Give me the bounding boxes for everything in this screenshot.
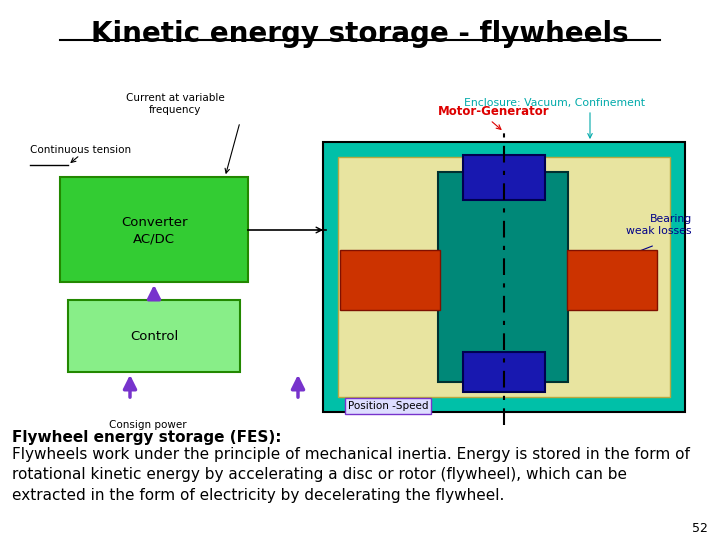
Text: Motor-Generator: Motor-Generator xyxy=(438,105,549,118)
Bar xyxy=(340,250,440,310)
Text: Continuous tension: Continuous tension xyxy=(30,145,131,155)
Bar xyxy=(323,142,685,412)
Text: Bearing
weak losses: Bearing weak losses xyxy=(626,214,692,236)
Text: Consign power: Consign power xyxy=(109,420,186,430)
Text: Control: Control xyxy=(130,329,178,342)
Bar xyxy=(438,172,568,382)
Bar xyxy=(60,177,248,282)
Bar xyxy=(463,155,545,200)
Text: Flywheel energy storage (FES):: Flywheel energy storage (FES): xyxy=(12,430,282,445)
Bar xyxy=(68,300,240,372)
Text: Position -Speed: Position -Speed xyxy=(348,401,428,411)
Text: Converter: Converter xyxy=(121,216,187,229)
Text: Flywheels work under the principle of mechanical inertia. Energy is stored in th: Flywheels work under the principle of me… xyxy=(12,447,690,503)
Text: AC/DC: AC/DC xyxy=(133,232,175,245)
Bar xyxy=(463,352,545,392)
Bar xyxy=(567,250,657,310)
Bar xyxy=(338,157,670,397)
Text: Current at variable
frequency: Current at variable frequency xyxy=(125,93,225,115)
Text: Enclosure: Vacuum, Confinement: Enclosure: Vacuum, Confinement xyxy=(464,98,646,108)
Text: 52: 52 xyxy=(692,522,708,535)
Text: Kinetic energy storage - flywheels: Kinetic energy storage - flywheels xyxy=(91,20,629,48)
